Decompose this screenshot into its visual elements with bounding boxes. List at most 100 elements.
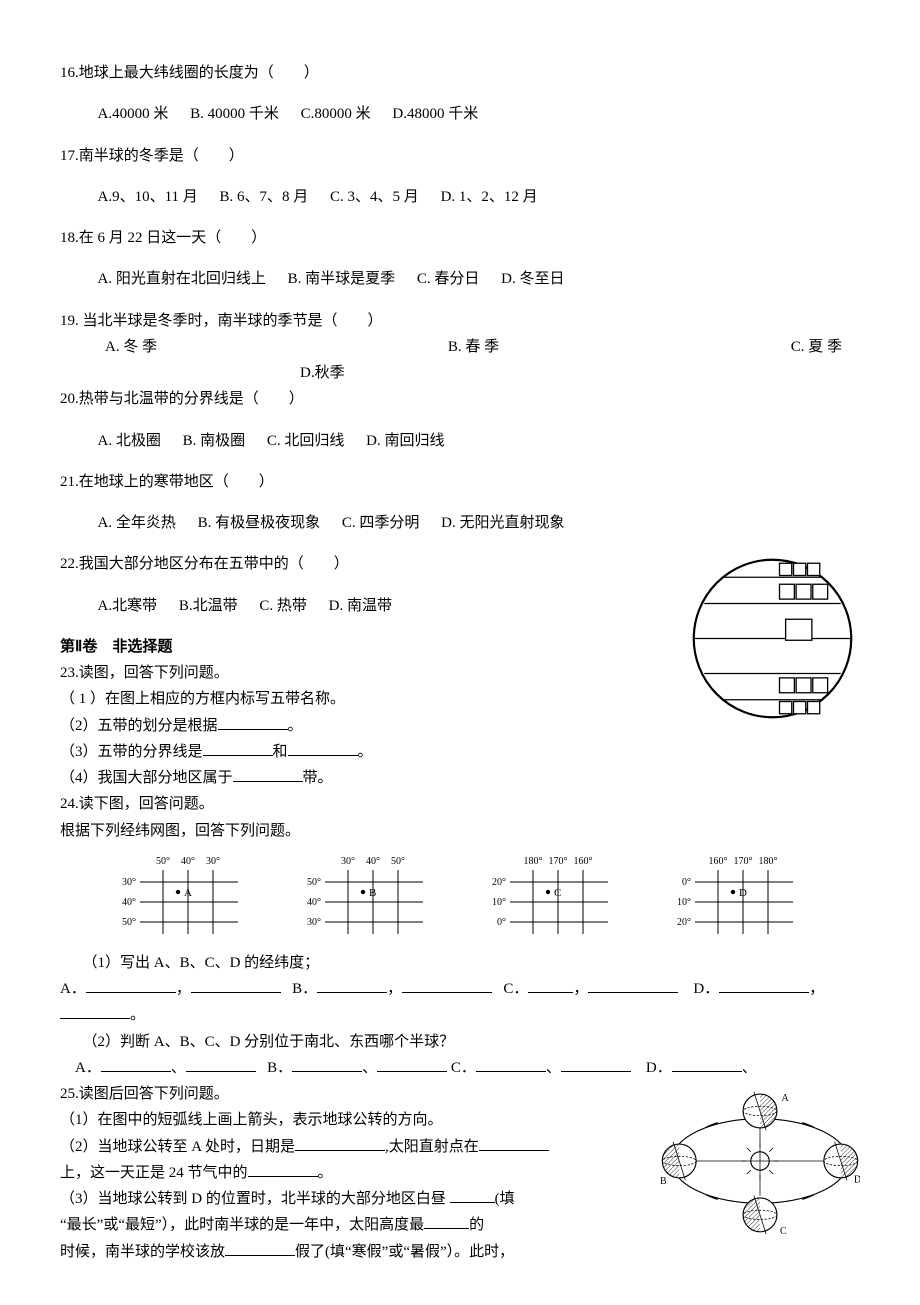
svg-text:40°: 40° [307,897,321,908]
q21-a: A. 全年炎热 [98,515,176,531]
q19-stem: 19. 当北半球是冬季时，南半球的季节是（ ） [60,308,860,334]
blank[interactable] [60,1003,130,1019]
q17-c: C. 3、4、5 月 [330,189,419,205]
blank[interactable] [101,1056,171,1072]
q18-b: B. 南半球是夏季 [288,271,396,287]
svg-text:40°: 40° [366,856,380,867]
svg-text:10°: 10° [492,897,506,908]
svg-text:180°: 180° [523,856,542,867]
q25-p3: （3）当地球公转到 D 的位置时，北半球的大部分地区白昼 (填 [60,1186,650,1212]
blank[interactable] [588,977,678,993]
q24-p2-d: D． [646,1060,672,1076]
q22-d: D. 南温带 [329,598,392,614]
blank[interactable] [424,1213,469,1229]
blank[interactable] [377,1056,447,1072]
q19-b: B. 春 季 [448,334,773,360]
q18-stem: 18.在 6 月 22 日这一天（ ） [60,225,860,251]
svg-text:40°: 40° [122,897,136,908]
q17-opts: A.9、10、11 月 B. 6、7、8 月 C. 3、4、5 月 D. 1、2… [60,184,860,210]
blank[interactable] [528,977,573,993]
blank[interactable] [450,1187,495,1203]
blank[interactable] [86,977,176,993]
q21-d: D. 无阳光直射现象 [441,515,564,531]
q22-a: A.北寒带 [98,598,158,614]
q24-stem: 24.读下图，回答问题。 [60,791,860,817]
q18-opts: A. 阳光直射在北回归线上 B. 南半球是夏季 C. 春分日 D. 冬至日 [60,266,860,292]
blank[interactable] [191,977,281,993]
blank[interactable] [672,1056,742,1072]
latlong-grid: 50°40°30°30°40°50°A [108,852,258,942]
q24-p1-c: C． [503,981,528,997]
blank[interactable] [402,977,492,993]
svg-text:30°: 30° [206,856,220,867]
q25-p3-line3: 时候，南半球的学校该放假了(填“寒假”或“暑假”）。此时， [60,1239,650,1265]
q23-p2: （2）五带的划分是根据。 [60,713,675,739]
q24-p1-b: B． [292,981,317,997]
q24-p1-tail: 。 [60,1002,860,1028]
q18-c: C. 春分日 [417,271,480,287]
q25-p2b: ,太阳直射点在 [385,1139,479,1155]
q25-figure: A B C D [660,1081,860,1250]
q24-p1-a: A． [60,981,86,997]
q21-opts: A. 全年炎热 B. 有极昼极夜现象 C. 四季分明 D. 无阳光直射现象 [60,510,860,536]
blank[interactable] [225,1240,295,1256]
q24-p1: （1）写出 A、B、C、D 的经纬度； [60,950,860,976]
blank[interactable] [479,1135,549,1151]
blank[interactable] [218,714,288,730]
q23-p2b: 。 [288,718,303,734]
section2-heading: 第Ⅱ卷 非选择题 [60,634,675,660]
q25-label-b: B [660,1176,667,1187]
q23-p3c: 。 [358,744,373,760]
q22-b: B.北温带 [179,598,238,614]
svg-text:C: C [554,887,561,899]
q22-stem: 22.我国大部分地区分布在五带中的（ ） [60,551,675,577]
blank[interactable] [476,1056,546,1072]
svg-text:50°: 50° [156,856,170,867]
latlong-grid: 180° 170° 160° 20° 10° 0° C [478,852,628,942]
period: 。 [130,1007,145,1023]
q18-d: D. 冬至日 [501,271,564,287]
blank[interactable] [561,1056,631,1072]
q25-p3b: (填 [495,1191,515,1207]
q25-stem: 25.读图后回答下列问题。 [60,1081,650,1107]
q21-stem: 21.在地球上的寒带地区（ ） [60,469,860,495]
q25-p2: （2）当地球公转至 A 处时，日期是,太阳直射点在 [60,1134,650,1160]
comma: ， [573,981,588,997]
blank[interactable] [288,740,358,756]
q25-p3a: （3）当地球公转到 D 的位置时，北半球的大部分地区白昼 [60,1191,450,1207]
svg-text:30°: 30° [122,877,136,888]
svg-text:160°: 160° [573,856,592,867]
comma: ， [809,981,824,997]
q23-p4: （4）我国大部分地区属于带。 [60,765,675,791]
svg-text:160°: 160° [708,856,727,867]
q23-stem: 23.读图，回答下列问题。 [60,660,675,686]
blank[interactable] [295,1135,385,1151]
blank[interactable] [233,766,303,782]
blank[interactable] [186,1056,256,1072]
svg-text:20°: 20° [492,877,506,888]
blank[interactable] [719,977,809,993]
q24-sub: 根据下列经纬网图，回答下列问题。 [60,818,860,844]
blank[interactable] [292,1056,362,1072]
q24-p1-d: D． [693,981,719,997]
svg-text:170°: 170° [548,856,567,867]
q24-p2: （2）判断 A、B、C、D 分别位于南北、东西哪个半球？ [60,1029,860,1055]
q24-p2-c: C． [451,1060,476,1076]
blank[interactable] [248,1161,318,1177]
blank[interactable] [203,740,273,756]
q17-a: A.9、10、11 月 [98,189,198,205]
q16-stem: 16.地球上最大纬线圈的长度为（ ） [60,60,860,86]
svg-text:20°: 20° [677,917,691,928]
q25-p3e: 时候，南半球的学校该放 [60,1244,225,1260]
sep: 、 [362,1060,377,1076]
q16-opts: A.40000 米 B. 40000 千米 C.80000 米 D.48000 … [60,101,860,127]
q25-p3c: “最长”或“最短”），此时南半球的是一年中，太阳高度最 [60,1217,424,1233]
q21-b: B. 有极昼极夜现象 [198,515,321,531]
q25-p3d: 的 [469,1217,484,1233]
q19-a: A. 冬 季 [105,334,430,360]
q25-p2c-text: 上，这一天正是 24 节气中的 [60,1165,248,1181]
q24-p1-blanks: A．， B．， C．， D．， [60,976,860,1002]
blank[interactable] [317,977,387,993]
svg-text:0°: 0° [497,917,506,928]
svg-text:50°: 50° [307,877,321,888]
